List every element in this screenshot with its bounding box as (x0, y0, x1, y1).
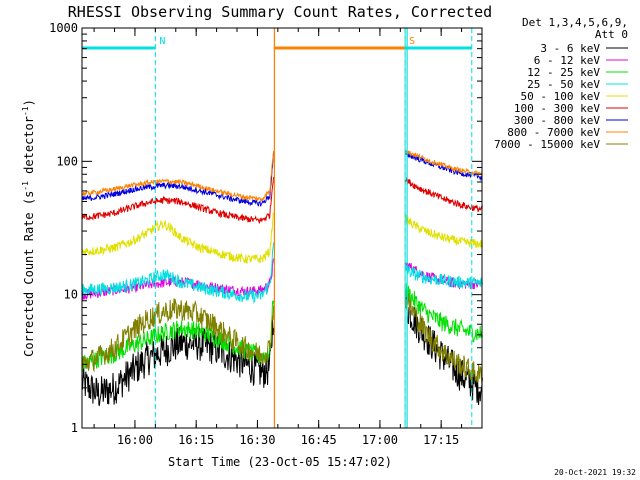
legend-label-1: 6 - 12 keV (534, 54, 601, 67)
x-tick-label-4: 17:00 (362, 433, 398, 447)
series-5-post-line (404, 177, 483, 213)
y-tick-label-3: 1000 (49, 21, 78, 35)
chart-title: RHESSI Observing Summary Count Rates, Co… (68, 3, 492, 21)
x-tick-label-1: 16:15 (178, 433, 214, 447)
legend-label-4: 50 - 100 keV (521, 90, 601, 103)
series-5 (81, 176, 483, 224)
legend-label-7: 800 - 7000 keV (507, 126, 600, 139)
y-tick-label-0: 1 (71, 421, 78, 435)
annotation-label-1: S (409, 36, 415, 47)
series-3 (81, 242, 483, 304)
series-6-pre-line (81, 152, 275, 207)
y-axis-label-end: ) (22, 99, 36, 106)
series-6-post-line (404, 150, 483, 182)
x-axis-label: Start Time (23-Oct-05 15:47:02) (168, 455, 392, 469)
x-tick-label-5: 17:15 (423, 433, 459, 447)
series-0-pre-line (81, 319, 275, 407)
y-axis-label: Corrected Count Rate (s-1 detector-1) (21, 99, 36, 357)
series-7 (81, 150, 483, 203)
series-3-pre-line (81, 242, 275, 304)
series-6 (81, 150, 483, 207)
tick-layer: 16:00 16:15 16:30 16:45 17:00 17:15 1 10 100 1000 (49, 21, 482, 447)
y-axis-label-mid: detector (22, 116, 36, 181)
series-layer (81, 150, 483, 407)
series-8-pre-line (81, 298, 275, 373)
legend-label-3: 25 - 50 keV (527, 78, 600, 91)
y-tick-label-1: 10 (64, 288, 78, 302)
series-4 (81, 212, 483, 264)
legend-header-line2: Att 0 (595, 28, 628, 41)
legend-label-6: 300 - 800 keV (514, 114, 600, 127)
series-0 (81, 292, 483, 407)
y-axis-label-sup1: -1 (21, 181, 30, 191)
series-4-pre-line (81, 212, 275, 264)
footer-date: 20-Oct-2021 19:32 (554, 468, 636, 477)
series-8-post-line (404, 290, 483, 386)
series-5-pre-line (81, 176, 275, 224)
series-7-post-line (404, 150, 483, 176)
series-2-post-line (404, 282, 483, 343)
series-7-pre-line (81, 150, 275, 203)
legend-label-2: 12 - 25 keV (527, 66, 600, 79)
y-tick-label-2: 100 (56, 154, 78, 168)
legend-label-8: 7000 - 15000 keV (494, 138, 600, 151)
series-4-post-line (404, 214, 483, 249)
x-tick-label-0: 16:00 (117, 433, 153, 447)
plot-frame (81, 27, 483, 429)
y-axis-label-main: Corrected Count Rate (s (22, 191, 36, 357)
series-8 (81, 290, 483, 386)
x-tick-label-3: 16:45 (301, 433, 337, 447)
legend-label-0: 3 - 6 keV (540, 42, 600, 55)
legend-label-5: 100 - 300 keV (514, 102, 600, 115)
legend-header-line1: Det 1,3,4,5,6,9, (522, 16, 628, 29)
series-3-post-line (405, 264, 483, 290)
x-tick-label-2: 16:30 (239, 433, 275, 447)
annotation-label-0: N (159, 36, 165, 47)
y-axis-label-sup2: -1 (21, 106, 30, 116)
series-0-post-line (404, 292, 483, 406)
